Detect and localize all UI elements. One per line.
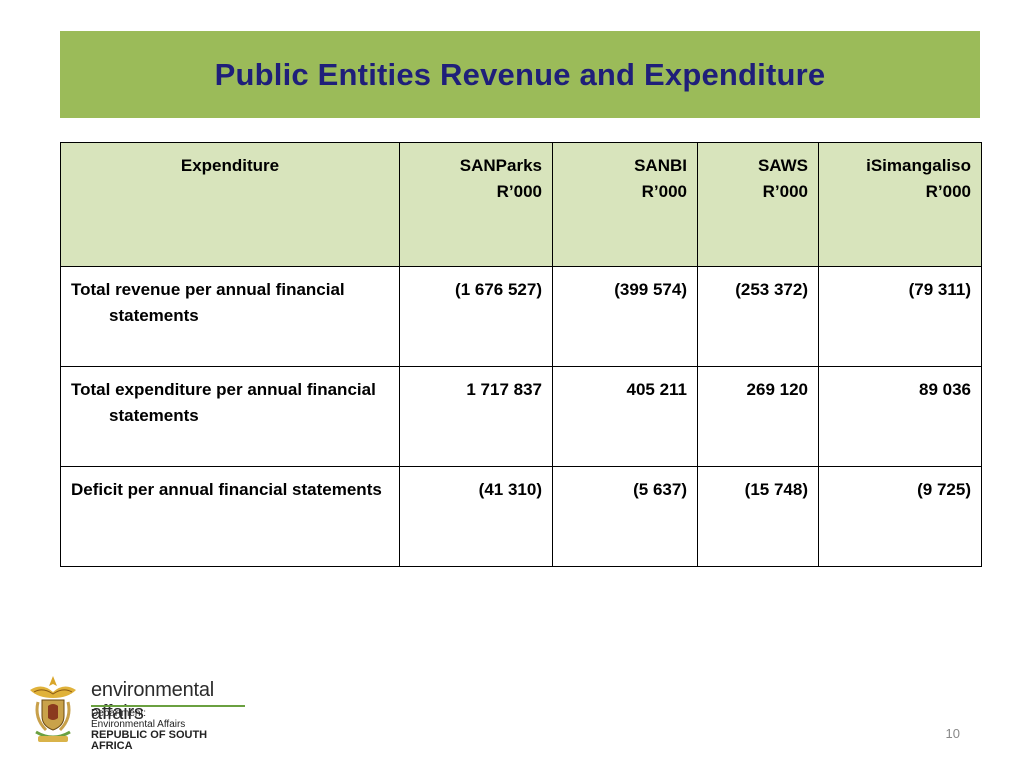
- brand-divider: [91, 705, 245, 707]
- brand-name: environmental affairs: [91, 679, 215, 724]
- table-row-total-expenditure: Total expenditure per annual financial s…: [60, 366, 982, 467]
- table-header-row: Expenditure SANParks R’000 SANBI R’000 S…: [60, 142, 982, 267]
- slide-title: Public Entities Revenue and Expenditure: [214, 56, 826, 92]
- department-logo: environmental affairs Department: Enviro…: [24, 672, 246, 752]
- cell-isimangaliso: 89 036: [818, 366, 982, 467]
- department-text: Department: Environmental Affairs REPUBL…: [91, 708, 246, 752]
- cell-isimangaliso: (9 725): [818, 466, 982, 567]
- row-label: Total revenue per annual financial state…: [60, 266, 400, 367]
- cell-saws: 269 120: [697, 366, 819, 467]
- cell-sanbi: (5 637): [552, 466, 698, 567]
- header-sanbi: SANBI R’000: [552, 142, 698, 267]
- row-label: Total expenditure per annual financial s…: [60, 366, 400, 467]
- page-number: 10: [945, 726, 960, 741]
- header-saws: SAWS R’000: [697, 142, 819, 267]
- header-isimangaliso: iSimangaliso R’000: [818, 142, 982, 267]
- department-line-3: REPUBLIC OF SOUTH AFRICA: [91, 729, 208, 752]
- cell-sanparks: (1 676 527): [399, 266, 553, 367]
- cell-sanbi: 405 211: [552, 366, 698, 467]
- header-sanparks: SANParks R’000: [399, 142, 553, 267]
- department-line-1: Department:: [91, 708, 147, 719]
- cell-sanparks: 1 717 837: [399, 366, 553, 467]
- department-line-2: Environmental Affairs: [91, 719, 186, 730]
- header-expenditure: Expenditure: [60, 142, 400, 267]
- cell-sanparks: (41 310): [399, 466, 553, 567]
- cell-isimangaliso: (79 311): [818, 266, 982, 367]
- row-label: Deficit per annual financial statements: [60, 466, 400, 567]
- title-bar: Public Entities Revenue and Expenditure: [60, 31, 980, 118]
- cell-saws: (15 748): [697, 466, 819, 567]
- cell-sanbi: (399 574): [552, 266, 698, 367]
- table-row-deficit: Deficit per annual financial statements …: [60, 466, 982, 567]
- coat-of-arms-icon: [30, 676, 76, 742]
- revenue-expenditure-table: Expenditure SANParks R’000 SANBI R’000 S…: [60, 142, 982, 567]
- table-row-total-revenue: Total revenue per annual financial state…: [60, 266, 982, 367]
- cell-saws: (253 372): [697, 266, 819, 367]
